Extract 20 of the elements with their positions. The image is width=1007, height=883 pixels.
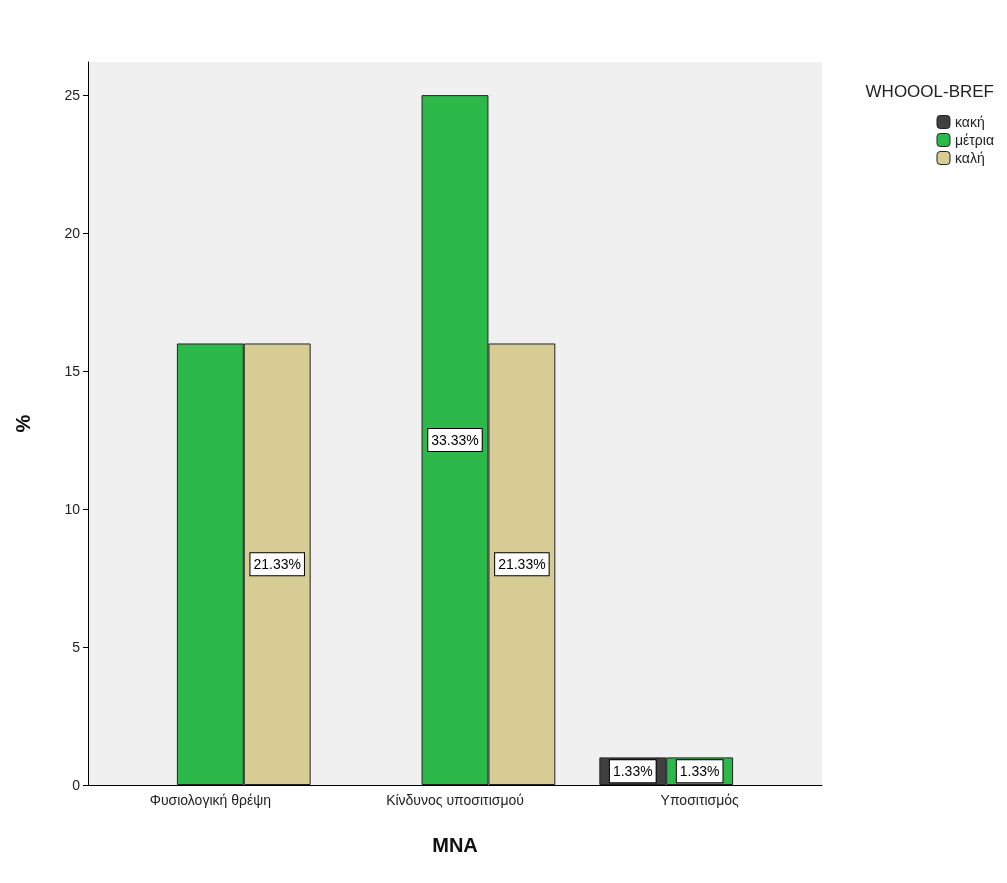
x-axis-title: MNA [432,834,478,856]
annotation: 1.33% [612,763,653,780]
y-tick-label: 5 [72,639,81,656]
legend-label: καλή [954,150,985,166]
x-tick-label: Φυσιολογική θρέψη [149,792,271,808]
annotation: 21.33% [253,556,301,573]
legend-label: κακή [954,114,985,130]
legend-label: μέτρια [954,132,995,148]
y-tick-label: 15 [64,363,81,380]
y-axis-title: % [12,414,34,433]
y-tick-label: 0 [72,777,81,793]
y-tick-label: 10 [64,501,81,518]
y-tick-label: 25 [64,87,81,104]
y-tick-label: 20 [64,225,81,242]
annotation: 1.33% [679,763,720,780]
legend-title: WHOOOL-BREF [865,82,995,101]
annotation: 21.33% [498,556,546,573]
x-tick-label: Κίνδυνος υποσιτισμού [386,792,524,808]
x-tick-label: Υποσιτισμός [660,792,740,808]
annotation: 33.33% [431,432,479,449]
